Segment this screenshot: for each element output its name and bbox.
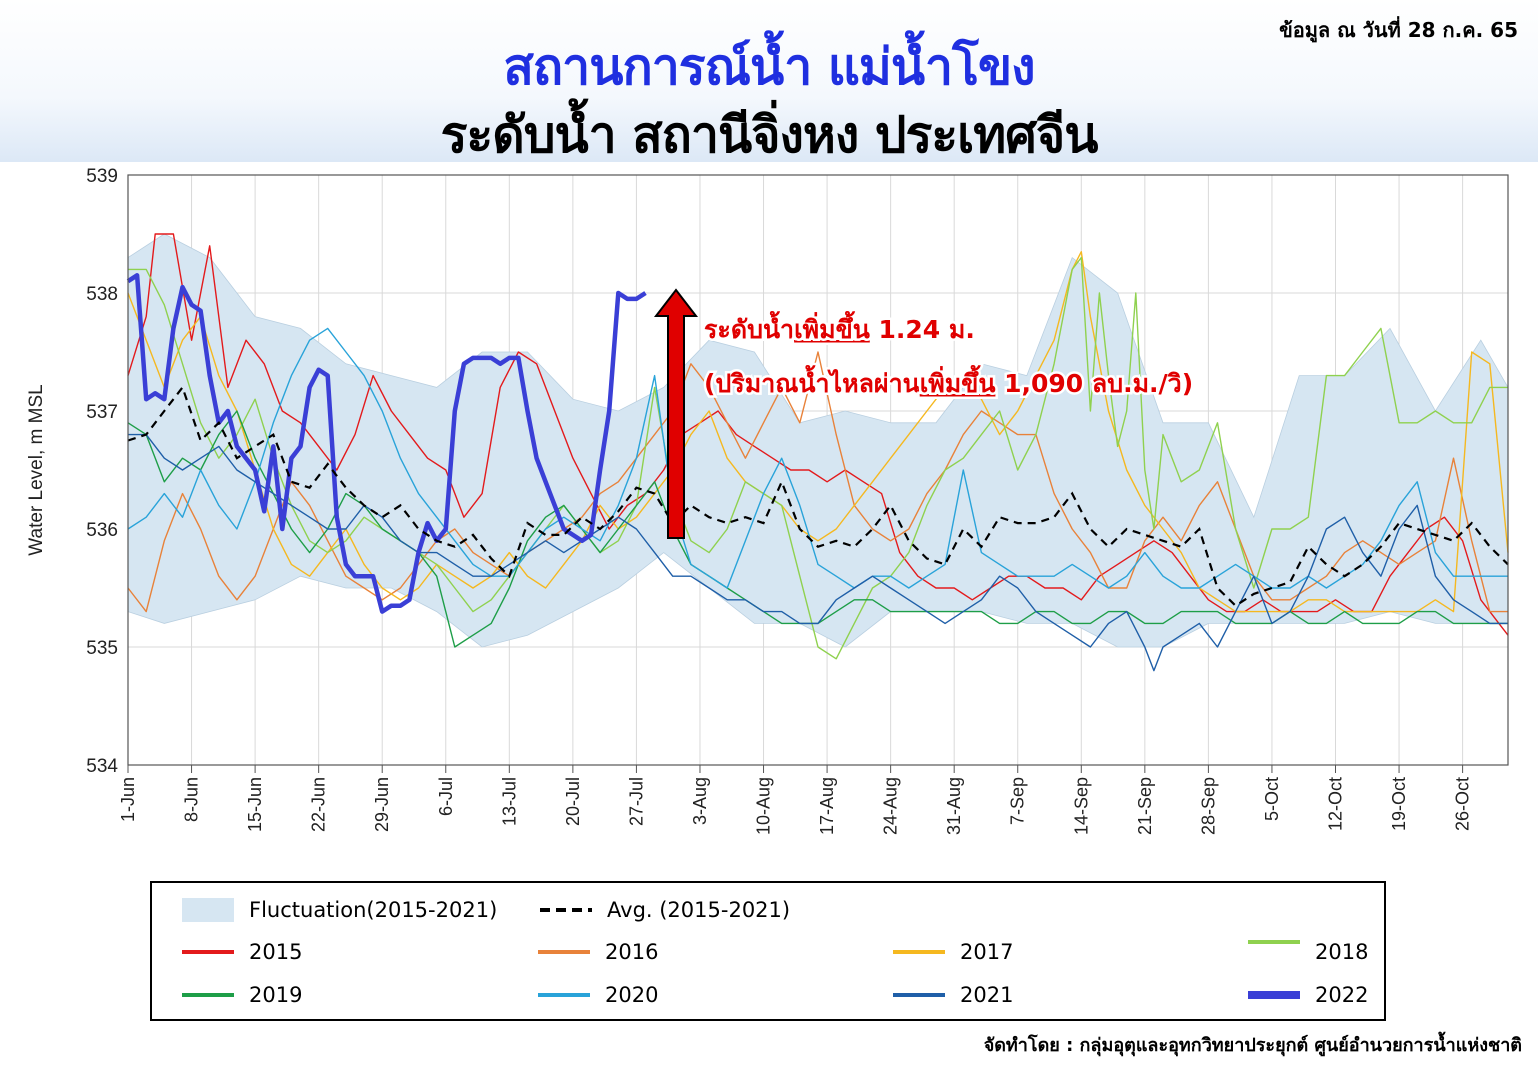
- x-tick-label: 21-Sep: [1135, 777, 1155, 835]
- series-line-2022: [126, 273, 647, 614]
- series-layer: [126, 233, 1509, 672]
- series-line-2021: [128, 433, 1508, 672]
- x-tick-label: 22-Jun: [309, 777, 329, 832]
- series-line-2016: [127, 351, 1508, 613]
- x-tick-label: 1-Jun: [118, 777, 138, 822]
- legend-swatch-2019: [182, 993, 234, 997]
- x-tick-label: 8-Jun: [182, 777, 202, 822]
- legend-swatch-fluctuation: [182, 898, 234, 922]
- y-tick-label: 535: [86, 638, 118, 659]
- y-axis-label: Water Level, m MSL: [26, 384, 47, 555]
- water-level-chart: 534 535 536 537 538 539 1-Jun 8-Jun 15-Jun 22-Ju…: [26, 166, 1509, 835]
- average-layer: [127, 385, 1509, 608]
- x-tick-label: 28-Sep: [1198, 777, 1218, 835]
- x-tick-label: 3-Aug: [690, 777, 710, 825]
- x-tick-label: 31-Aug: [944, 777, 964, 835]
- legend-label-average: Avg. (2015-2021): [607, 898, 791, 922]
- legend-swatch-2015: [182, 950, 234, 954]
- x-tick-label: 6-Jul: [436, 777, 456, 816]
- annotation-line-1: ระดับน้ำเพิ่มขึ้น 1.24 ม.: [704, 310, 975, 344]
- x-tick-label: 15-Jun: [245, 777, 265, 832]
- x-tick-label: 5-Oct: [1262, 777, 1282, 821]
- x-tick-label: 20-Jul: [563, 777, 583, 826]
- x-tick-label: 14-Sep: [1071, 777, 1091, 835]
- credit: จัดทำโดย : กลุ่มอุตุและอุทกวิทยาประยุกต์…: [983, 1035, 1522, 1056]
- annotation-line-2: (ปริมาณน้ำไหลผ่านเพิ่มขึ้น 1,090 ลบ.ม./ว…: [704, 364, 1193, 398]
- legend-swatch-average: [540, 908, 592, 912]
- legend-swatch-2016: [538, 950, 590, 954]
- x-tick-label: 24-Aug: [881, 777, 901, 835]
- legend-label-2016: 2016: [605, 940, 659, 964]
- y-tick-label: 534: [86, 756, 118, 777]
- x-tick-label: 17-Aug: [817, 777, 837, 835]
- annotation-arrow: [653, 288, 699, 539]
- x-tick-label: 27-Jul: [626, 777, 646, 826]
- x-axis: 1-Jun 8-Jun 15-Jun 22-Jun 29-Jun 6-Jul 13-Jul 2…: [118, 765, 1473, 835]
- x-tick-label: 26-Oct: [1453, 777, 1473, 831]
- legend-swatch-2018: [1248, 940, 1300, 944]
- legend-label-fluctuation: Fluctuation(2015-2021): [249, 898, 498, 922]
- legend-label-2019: 2019: [249, 983, 303, 1007]
- y-tick-label: 539: [86, 166, 118, 187]
- legend-swatch-2020: [538, 993, 590, 997]
- series-line-2017: [127, 250, 1509, 613]
- legend-swatch-2022: [1248, 991, 1300, 999]
- series-line-2018: [128, 256, 1508, 660]
- legend: Fluctuation(2015-2021) Avg. (2015-2021) …: [150, 881, 1386, 1021]
- legend-label-2015: 2015: [249, 940, 303, 964]
- legend-swatch-2021: [893, 993, 945, 997]
- legend-swatch-2017: [893, 950, 945, 954]
- x-tick-label: 13-Jul: [499, 777, 519, 826]
- x-tick-label: 29-Jun: [372, 777, 392, 832]
- average-line: [127, 385, 1509, 608]
- x-tick-label: 12-Oct: [1326, 777, 1346, 831]
- data-date: ข้อมูล ณ วันที่ 28 ก.ค. 65: [1279, 18, 1518, 42]
- legend-label-2022: 2022: [1315, 983, 1369, 1007]
- x-tick-label: 10-Aug: [754, 777, 774, 835]
- x-tick-label: 7-Sep: [1008, 777, 1028, 825]
- page-subtitle: ระดับน้ำ สถานีจิ่งหง ประเทศจีน: [440, 106, 1099, 164]
- x-tick-label: 19-Oct: [1389, 777, 1409, 831]
- y-axis: 534 535 536 537 538 539: [86, 166, 118, 777]
- legend-label-2018: 2018: [1315, 940, 1369, 964]
- y-tick-label: 537: [86, 402, 118, 423]
- y-tick-label: 538: [86, 284, 118, 305]
- y-tick-label: 536: [86, 520, 118, 541]
- header-banner: [0, 0, 1538, 162]
- legend-label-2017: 2017: [960, 940, 1014, 964]
- series-line-2020: [127, 327, 1508, 589]
- page-title: สถานการณ์น้ำ แม่น้ำโขง: [503, 38, 1035, 96]
- plot-border: [127, 174, 1509, 766]
- legend-label-2020: 2020: [605, 983, 659, 1007]
- legend-label-2021: 2021: [960, 983, 1014, 1007]
